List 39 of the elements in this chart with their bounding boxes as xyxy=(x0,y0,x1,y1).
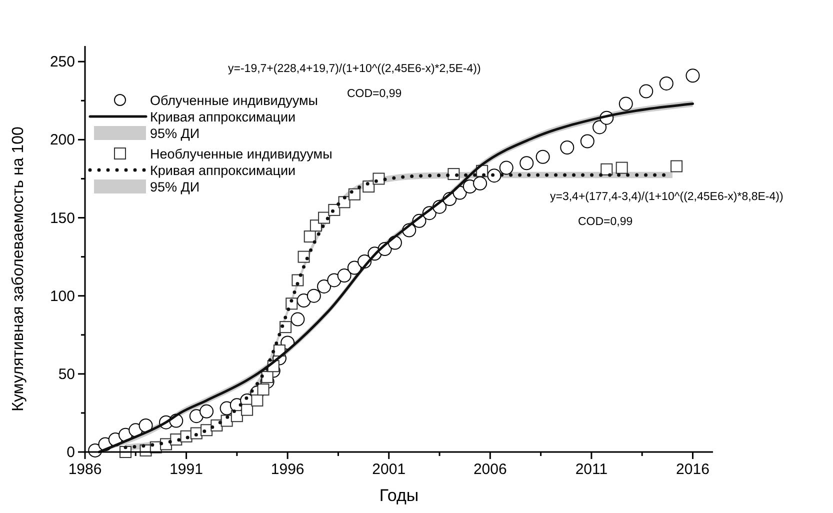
annotation: 95% ДИ xyxy=(150,180,200,194)
point xyxy=(600,163,613,176)
x-tick-label: 1991 xyxy=(170,461,203,478)
point xyxy=(473,176,488,190)
annotation: 95% ДИ xyxy=(150,126,200,141)
point xyxy=(138,418,153,432)
point xyxy=(200,404,214,418)
legend-label: Необлученные индивидуумы xyxy=(150,146,332,162)
point xyxy=(372,172,385,185)
y-tick-label: 150 xyxy=(50,210,75,227)
x-tick-label: 2001 xyxy=(372,461,406,478)
annotation: y=3,4+(177,4-3,4)/(1+10^((2,45E6-x)*8,8E-4)) xyxy=(550,191,784,203)
annotation: COD=0,99 xyxy=(347,88,402,100)
x-tick-label: 2011 xyxy=(575,461,608,478)
x-axis-title: Годы xyxy=(379,486,419,505)
x-tick-label: 1996 xyxy=(270,461,304,478)
point xyxy=(616,162,628,174)
y-tick-label: 250 xyxy=(50,54,75,71)
y-tick-label: 0 xyxy=(66,444,75,461)
x-tick-label: 2016 xyxy=(676,461,710,478)
legend-label: Облученные индивидуумы xyxy=(150,93,318,108)
annotation: COD=0,99 xyxy=(578,216,633,228)
x-tick-label: 1986 xyxy=(68,461,102,478)
legend-label: Кривая аппроксимации xyxy=(150,163,296,178)
y-tick-label: 100 xyxy=(50,288,75,305)
point xyxy=(298,250,310,263)
x-tick-label: 2006 xyxy=(473,461,507,478)
point xyxy=(670,160,683,172)
point xyxy=(348,188,360,200)
legend-label: Кривая аппроксимации xyxy=(150,110,296,124)
y-tick-label: 50 xyxy=(58,366,75,383)
point xyxy=(241,404,254,416)
point xyxy=(251,394,264,406)
y-tick-label: 200 xyxy=(50,132,75,149)
point xyxy=(280,321,292,334)
y-axis-title: Кумулятивная заболеваемость на 100 xyxy=(10,126,27,412)
annotation: y=-19,7+(228,4+19,7)/(1+10^((2,45E6-x)*2,5E-4)) xyxy=(228,63,481,75)
point xyxy=(487,168,502,183)
point xyxy=(499,160,514,175)
